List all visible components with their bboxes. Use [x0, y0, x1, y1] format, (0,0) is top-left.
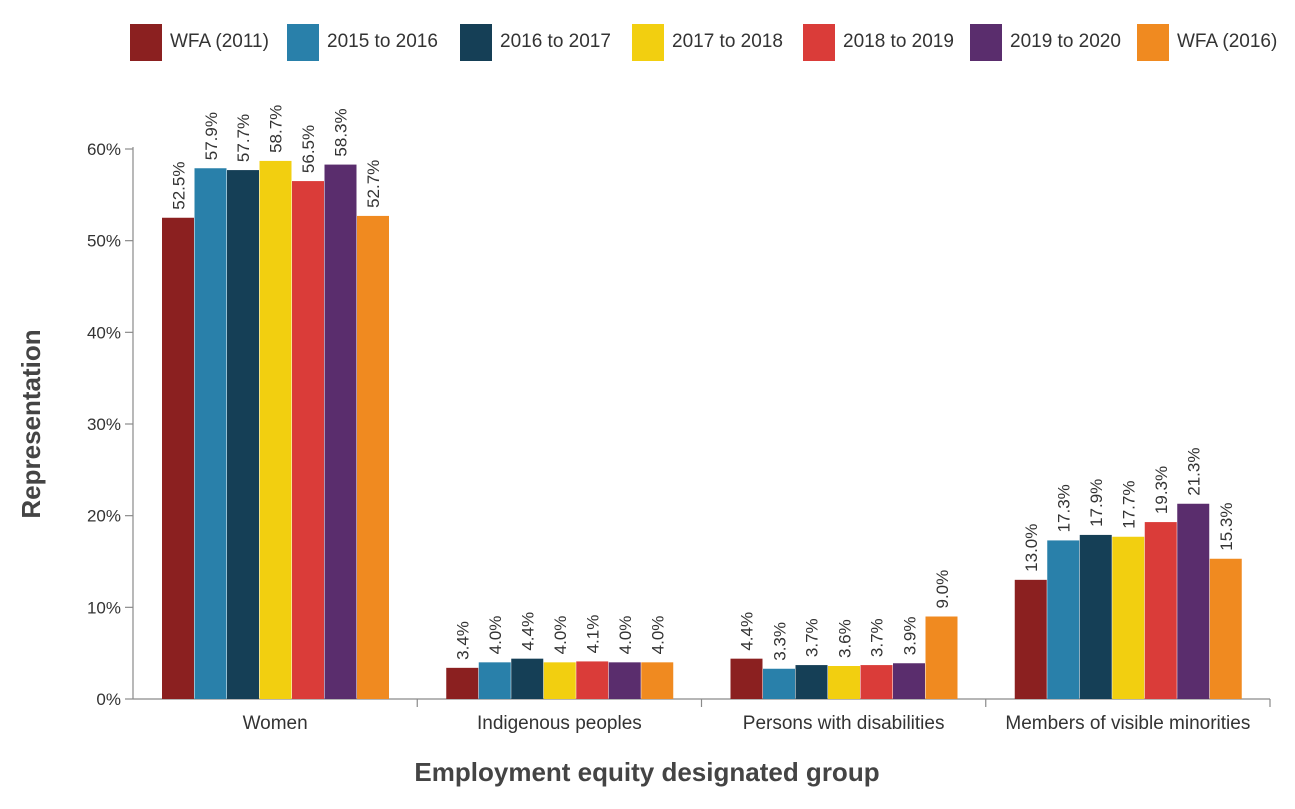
legend-swatch [632, 23, 664, 61]
bar [1209, 558, 1242, 699]
legend-item: 2015 to 2016 [287, 22, 438, 62]
x-tick-label: Persons with disabilities [743, 713, 945, 734]
legend-item: 2017 to 2018 [632, 22, 783, 62]
bar [511, 658, 544, 699]
legend-item: WFA (2016) [1137, 22, 1277, 62]
legend-item: 2019 to 2020 [970, 22, 1121, 62]
data-label: 9.0% [933, 570, 952, 609]
legend-swatch [803, 23, 835, 61]
x-axis-title: Employment equity designated group [414, 757, 879, 787]
y-tick-label: 60% [87, 140, 121, 159]
legend: WFA (2011) 2015 to 2016 2016 to 2017 2017 t… [0, 0, 1295, 70]
bar [828, 666, 860, 699]
legend-label: 2018 to 2019 [843, 31, 954, 52]
data-label: 4.0% [616, 616, 635, 655]
data-label: 4.1% [584, 615, 603, 654]
data-label: 52.7% [364, 160, 383, 208]
data-label: 58.3% [332, 108, 351, 156]
data-label: 57.9% [202, 112, 221, 160]
legend-swatch [287, 23, 319, 61]
bar [641, 662, 674, 699]
data-label: 3.7% [868, 618, 887, 657]
bar [893, 663, 925, 699]
bar [162, 217, 194, 699]
data-label: 3.6% [835, 619, 854, 658]
data-label: 58.7% [267, 105, 286, 153]
bar [1047, 540, 1080, 699]
y-tick-label: 0% [96, 690, 121, 709]
bar [194, 168, 227, 699]
y-axis-title: Representation [16, 329, 46, 518]
bar [259, 160, 292, 699]
data-label: 17.9% [1087, 479, 1106, 527]
legend-label: 2015 to 2016 [327, 31, 438, 52]
y-tick-label: 30% [87, 415, 121, 434]
bar [446, 667, 479, 699]
data-label: 52.5% [169, 162, 188, 210]
bar [324, 164, 357, 700]
bar [1112, 536, 1145, 699]
x-tick-label: Indigenous peoples [477, 713, 642, 734]
data-label: 21.3% [1185, 448, 1204, 496]
y-tick-label: 20% [87, 507, 121, 526]
bar [608, 662, 641, 699]
bar [925, 616, 958, 699]
bar [730, 658, 763, 699]
data-label: 15.3% [1217, 503, 1236, 551]
data-label: 4.4% [738, 612, 757, 651]
data-label: 4.4% [519, 612, 538, 651]
bar [763, 668, 795, 699]
data-label: 19.3% [1152, 466, 1171, 514]
legend-label: WFA (2011) [170, 31, 269, 52]
bar [292, 181, 324, 700]
bar [860, 665, 893, 699]
legend-label: 2016 to 2017 [500, 31, 611, 52]
bar [1014, 579, 1047, 699]
data-label: 13.0% [1022, 524, 1041, 572]
x-tick-label: Members of visible minorities [1005, 713, 1250, 734]
data-label: 57.7% [234, 114, 253, 162]
legend-label: WFA (2016) [1177, 31, 1278, 52]
legend-swatch [130, 23, 162, 61]
bar [1144, 522, 1177, 699]
y-tick-label: 40% [87, 323, 121, 342]
bar [478, 662, 511, 699]
y-tick-label: 50% [87, 232, 121, 251]
y-tick-label: 10% [87, 598, 121, 617]
data-label: 3.9% [900, 617, 919, 656]
data-label: 3.7% [803, 618, 822, 657]
data-label: 4.0% [649, 616, 668, 655]
legend-swatch [1137, 23, 1169, 61]
legend-item: 2018 to 2019 [803, 22, 954, 62]
data-label: 17.3% [1055, 484, 1074, 532]
x-tick-label: Women [243, 713, 308, 734]
legend-swatch [460, 23, 492, 61]
bar [1079, 534, 1112, 699]
data-label: 4.0% [486, 616, 505, 655]
bar [576, 661, 609, 699]
bar [357, 215, 389, 699]
data-label: 4.0% [551, 616, 570, 655]
bar [1177, 503, 1210, 699]
legend-item: 2016 to 2017 [460, 22, 611, 62]
data-label: 3.3% [770, 622, 789, 661]
data-label: 17.7% [1120, 481, 1139, 529]
legend-swatch [970, 23, 1002, 61]
data-label: 56.5% [299, 125, 318, 173]
bar [543, 662, 576, 699]
legend-item: WFA (2011) [130, 22, 269, 62]
bar [227, 170, 259, 700]
data-label: 3.4% [454, 621, 473, 660]
legend-label: 2017 to 2018 [672, 31, 783, 52]
legend-label: 2019 to 2020 [1010, 31, 1121, 52]
bar [795, 665, 828, 699]
